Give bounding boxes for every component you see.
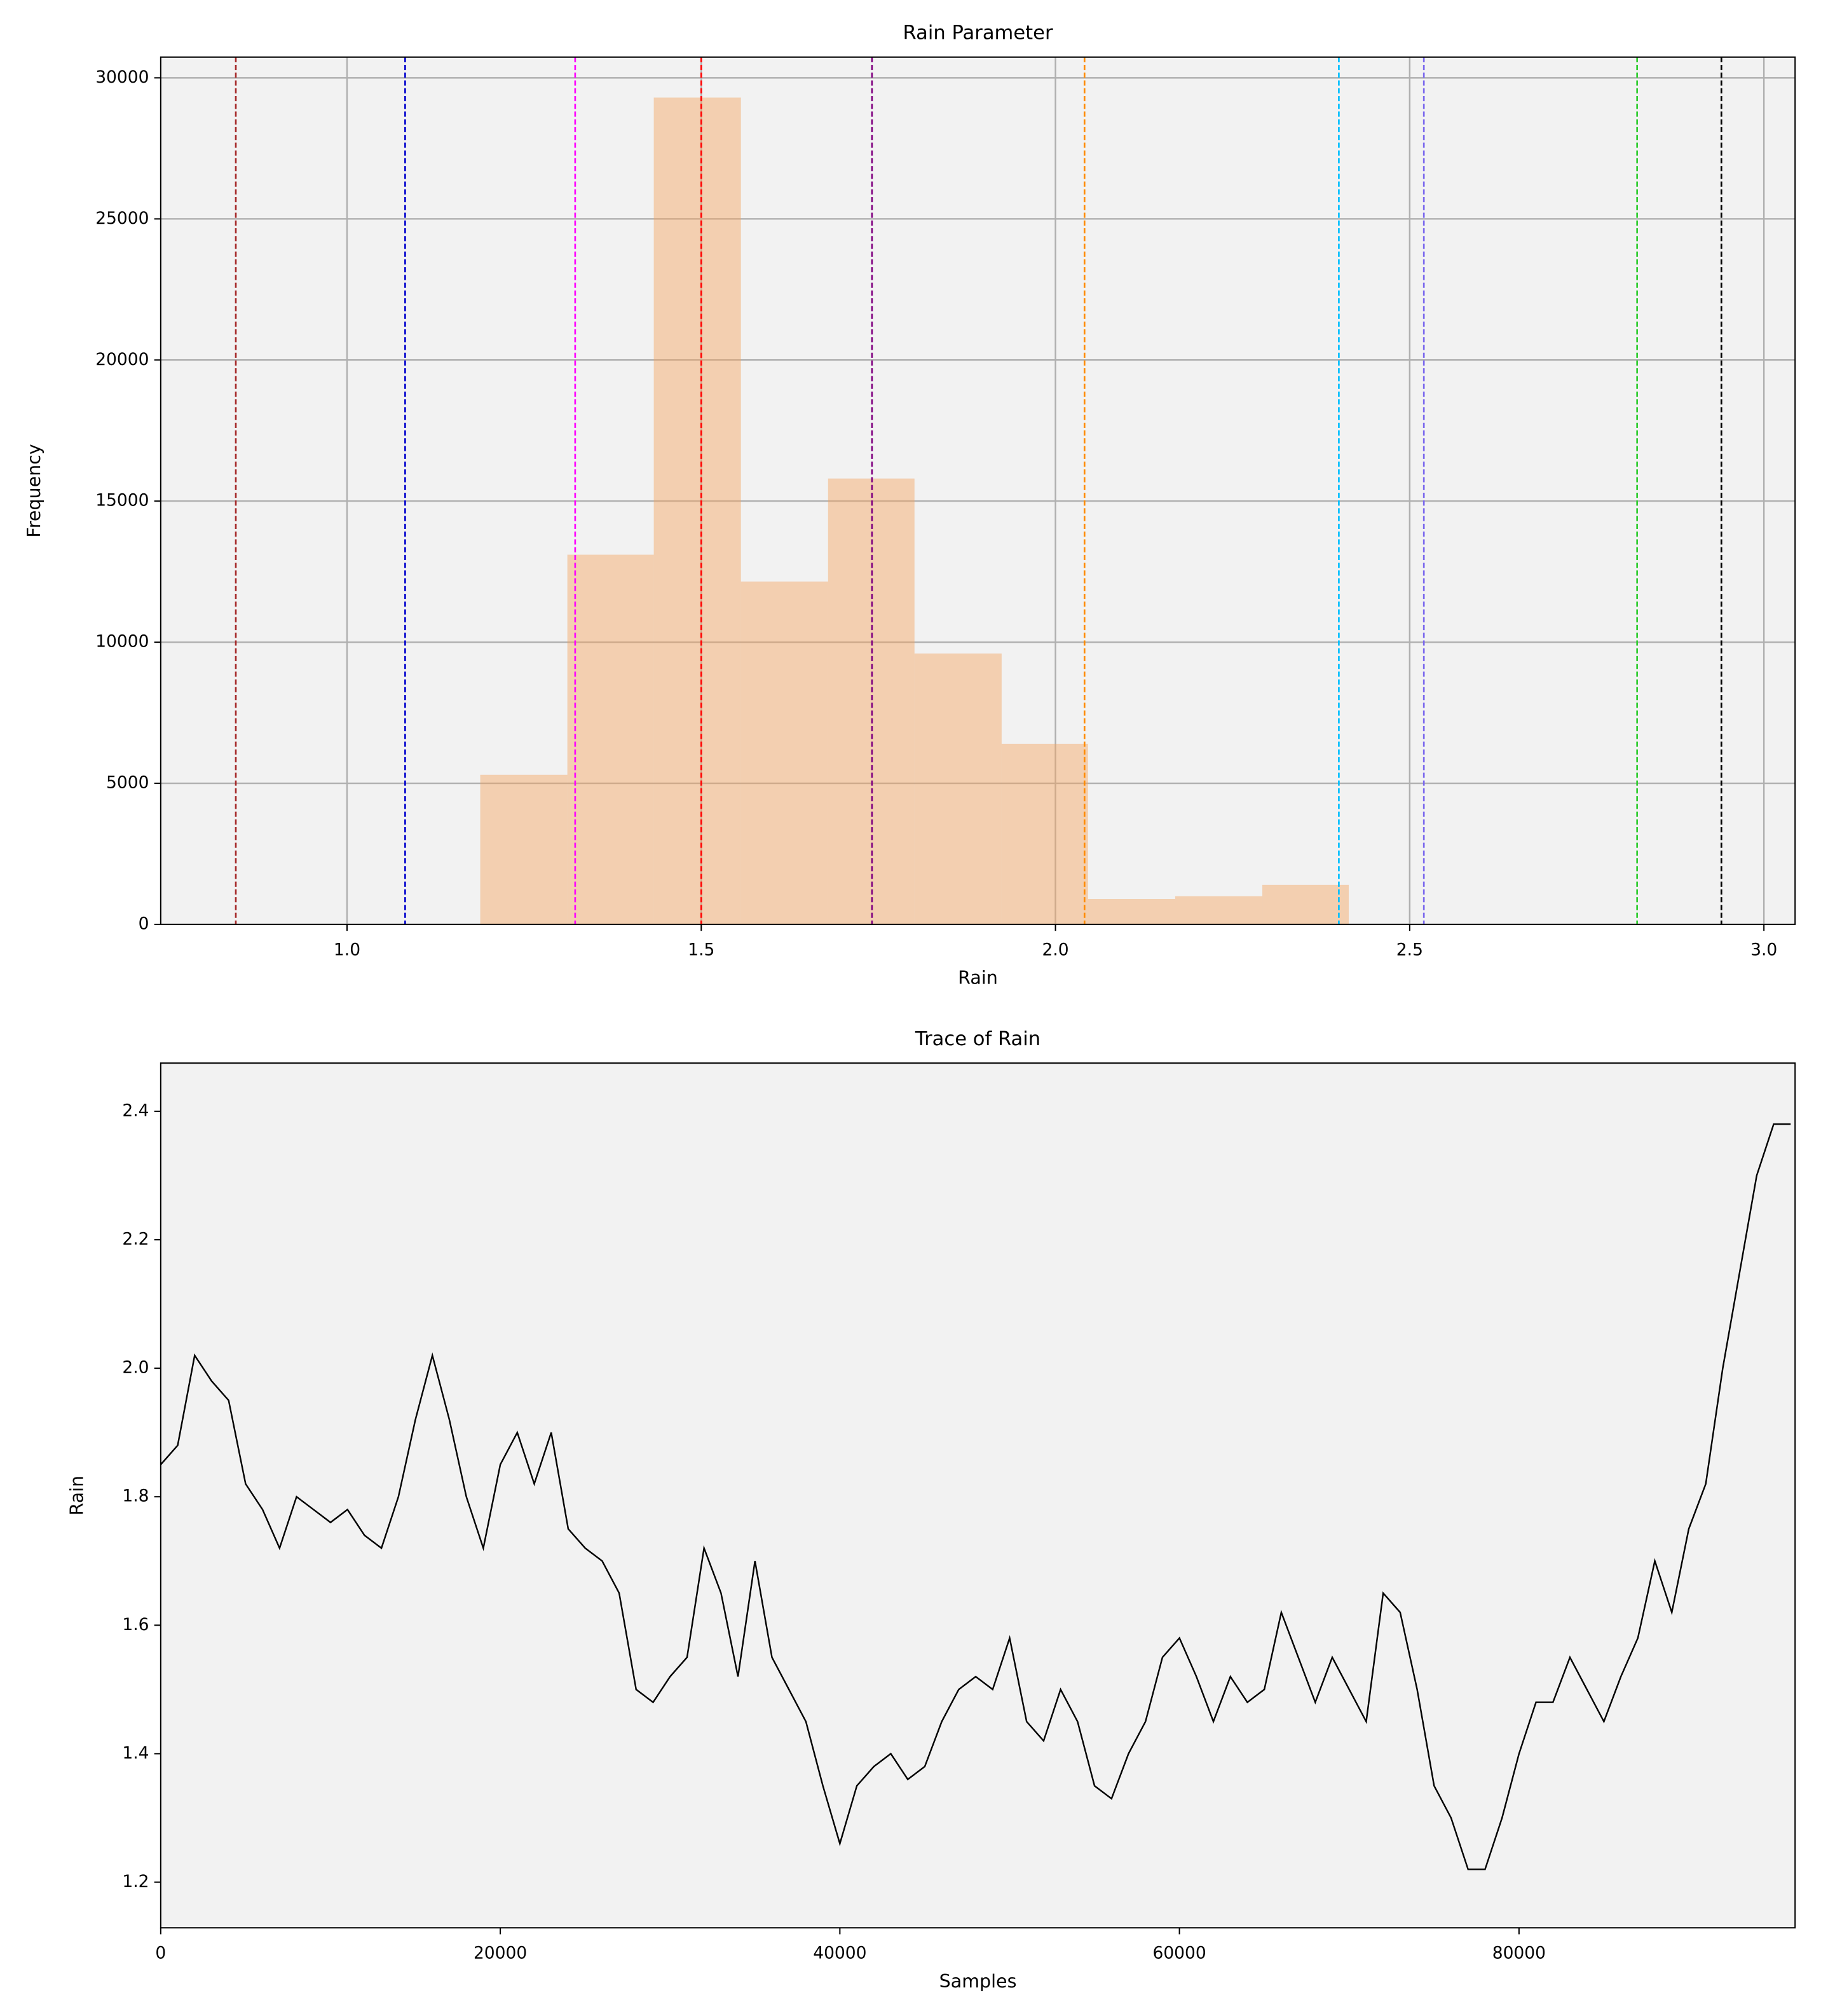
x-tick-label: 3.0 [1750,940,1777,959]
y-tick-label: 1.4 [122,1743,149,1763]
plot-background [160,1063,1796,1928]
x-tick-label: 1.0 [334,940,360,959]
y-tick-label: 1.8 [122,1486,149,1506]
y-axis-label: Rain [66,1476,87,1516]
y-tick-label: 20000 [95,350,149,369]
histogram-bar [828,478,915,924]
histogram-bar [653,97,741,924]
trace-line [160,1123,1791,1870]
plot-frame [160,56,1796,925]
y-tick-label: 30000 [95,67,149,87]
histogram-bar [1088,899,1175,924]
x-axis-label: Samples [939,1971,1017,1992]
y-tick-label: 10000 [95,632,149,652]
y-tick-label: 2.0 [122,1358,149,1378]
histogram-bar [1175,896,1263,924]
histogram-bar [1001,743,1088,924]
y-axis-label: Frequency [24,444,44,538]
plot-frame [160,1062,1796,1929]
x-tick-label: 80000 [1492,1944,1546,1963]
y-tick-label: 25000 [95,209,149,228]
y-tick-label: 1.6 [122,1615,149,1635]
x-tick-label: 1.5 [688,940,714,959]
y-tick-label: 5000 [106,773,149,793]
y-tick-label: 2.4 [122,1101,149,1120]
x-tick-label: 40000 [813,1944,866,1963]
histogram-bar [1262,884,1349,924]
x-tick-label: 60000 [1152,1944,1206,1963]
chart-title: Trace of Rain [915,1028,1040,1050]
histogram-bar [567,554,654,924]
x-tick-label: 0 [155,1944,166,1963]
x-axis-label: Rain [958,968,998,989]
y-tick-label: 15000 [95,491,149,511]
y-tick-label: 2.2 [122,1230,149,1249]
plot-background [160,57,1796,924]
histogram-bar [740,581,828,924]
y-tick-label: 0 [139,914,149,933]
chart-title: Rain Parameter [903,22,1053,45]
histogram-bar [480,774,568,924]
y-tick-label: 1.2 [122,1872,149,1891]
x-tick-label: 2.0 [1042,940,1069,959]
x-tick-label: 20000 [474,1944,527,1963]
x-tick-label: 2.5 [1396,940,1423,959]
histogram-bar [914,653,1002,924]
